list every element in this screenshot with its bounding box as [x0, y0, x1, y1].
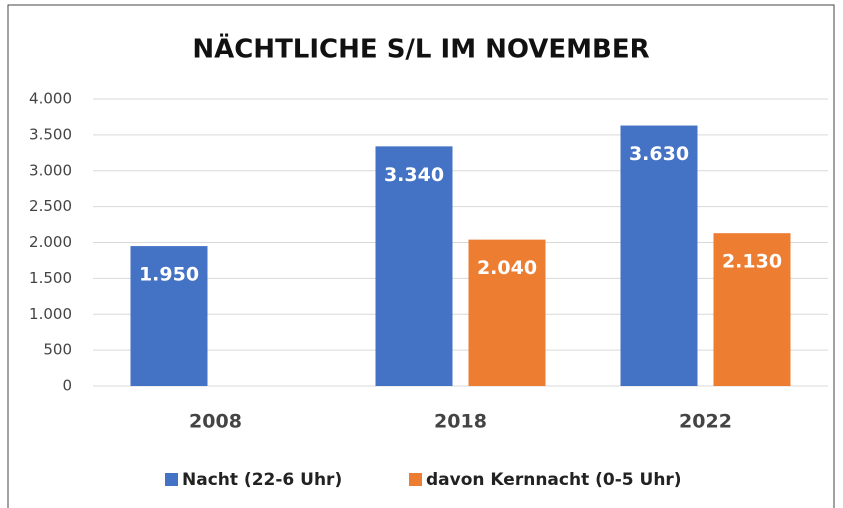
y-tick-label: 2.500	[29, 197, 72, 215]
y-tick-label: 0	[62, 377, 72, 395]
x-tick-label: 2022	[679, 411, 732, 433]
x-tick-label: 2008	[189, 411, 242, 433]
y-tick-label: 2.000	[29, 233, 72, 251]
data-label: 2.040	[477, 257, 537, 279]
bar	[620, 125, 698, 387]
bar	[468, 239, 546, 386]
data-label: 3.340	[384, 164, 444, 186]
bar	[375, 146, 453, 386]
legend-label: davon Kernnacht (0-5 Uhr)	[426, 470, 682, 490]
bar	[130, 246, 208, 386]
y-tick-label: 4.000	[29, 90, 72, 108]
data-label: 3.630	[629, 143, 689, 165]
y-tick-label: 500	[43, 341, 72, 359]
y-tick-label: 3.500	[29, 125, 72, 143]
data-label: 1.950	[139, 264, 199, 286]
bar	[713, 233, 791, 386]
data-label: 2.130	[722, 251, 782, 273]
legend-label: Nacht (22-6 Uhr)	[182, 470, 342, 490]
y-tick-label: 1.000	[29, 305, 72, 323]
chart-title: NÄCHTLICHE S/L IM NOVEMBER	[192, 33, 649, 65]
y-tick-label: 1.500	[29, 269, 72, 287]
legend-swatch	[409, 473, 422, 486]
y-tick-label: 3.000	[29, 161, 72, 179]
x-tick-label: 2018	[434, 411, 487, 433]
legend-swatch	[165, 473, 178, 486]
